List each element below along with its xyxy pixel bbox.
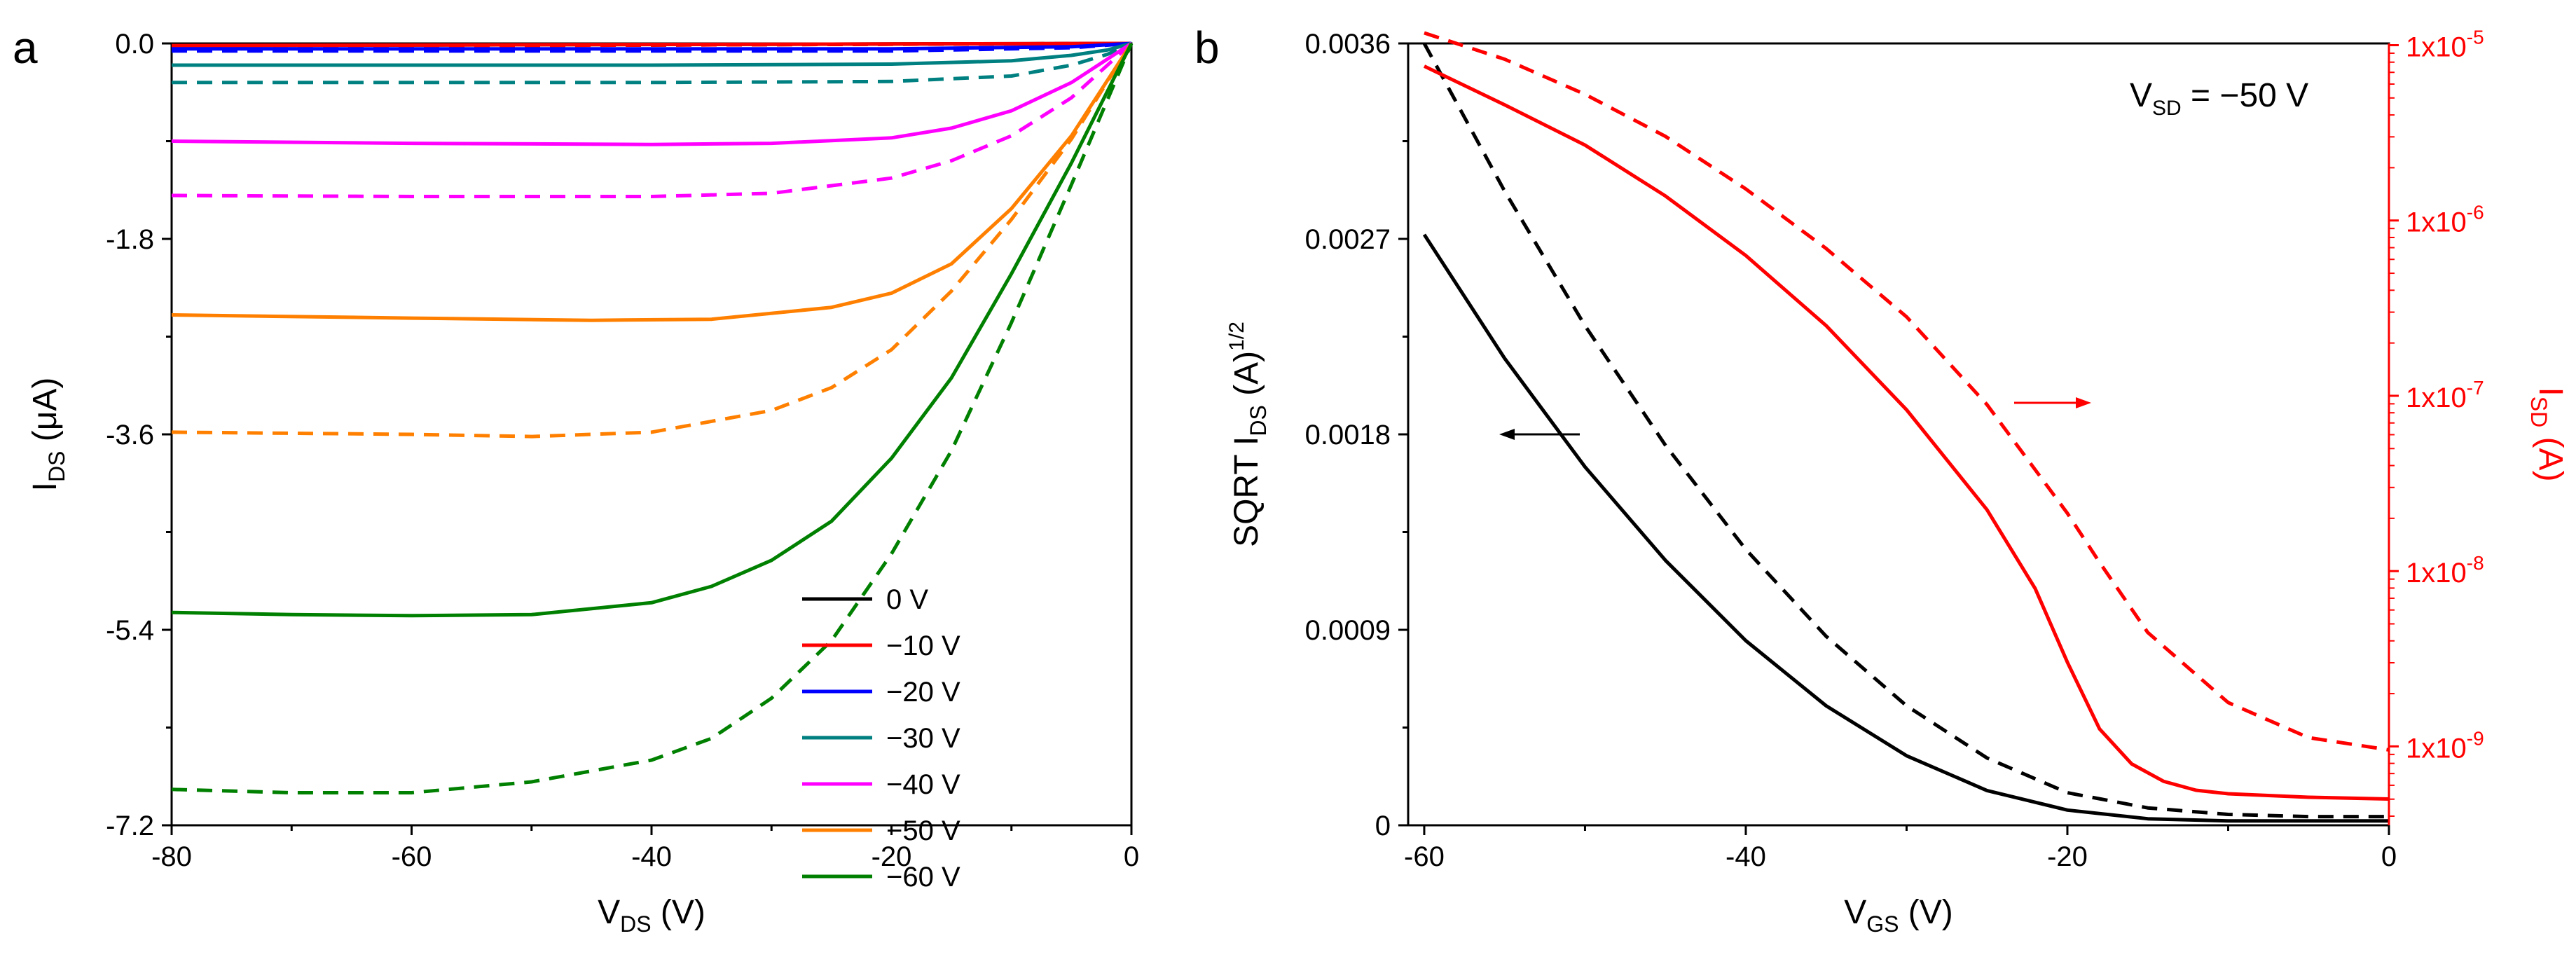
panel-b-ytick-right-label: 1x10-7 <box>2406 377 2484 413</box>
panel-a-legend-label: −10 V <box>886 631 960 661</box>
panel-b-ylabel-right: ISD (A) <box>2526 387 2569 481</box>
panel-b-ytick-right-exp: -9 <box>2467 727 2484 749</box>
panel-b-ytick-right-exp: -6 <box>2467 202 2484 223</box>
panel-a-ylabel-unit: (μA) <box>27 378 64 451</box>
panel-b-series-2 <box>1423 64 2390 801</box>
panel-a-legend-label: −40 V <box>886 769 960 800</box>
panel-a-series-13 <box>171 43 1134 794</box>
panel-b-ytick-left-label: 0.0018 <box>1305 420 1391 450</box>
panel-b-red-arrow-head <box>2076 397 2091 408</box>
panel-a-legend-label: −30 V <box>886 723 960 754</box>
panel-a-series-9 <box>171 42 1133 198</box>
panel-b-ytick-left-label: 0.0036 <box>1305 29 1391 60</box>
panel-b-ylabel-right-sub: SD <box>2526 397 2551 427</box>
panel-b-annotation-main: V <box>2130 77 2152 114</box>
panel-a-xtick-label: -60 <box>392 841 432 872</box>
panel-a-ylabel-main: I <box>27 482 64 491</box>
panel-b-ylabel-right-unit: (A) <box>2532 427 2569 481</box>
panel-a-ylabel: IDS (μA) <box>27 378 69 492</box>
panel-a-ytick-label: -7.2 <box>106 811 154 841</box>
panel-b-annotation-rest: = −50 V <box>2182 77 2308 114</box>
panel-b-ytick-right-exp: -5 <box>2467 27 2484 48</box>
panel-b-ytick-right-exp: -7 <box>2467 377 2484 399</box>
panel-b-ytick-right-label: 1x10-9 <box>2406 727 2484 764</box>
panel-a-xtick-label: -20 <box>872 841 912 872</box>
panel-b-ytick-right-label: 1x10-6 <box>2406 202 2484 238</box>
panel-b-xtick-label: -40 <box>1726 841 1766 872</box>
panel-b-ylabel-left: SQRT IDS (A)1/2 <box>1225 322 1271 547</box>
panel-b-ytick-right-label: 1x10-8 <box>2406 552 2484 588</box>
panel-b-black-arrow-head <box>1499 429 1515 440</box>
panel-b-series-0 <box>1422 233 2389 823</box>
panel-b-ytick-right-base: 1x10 <box>2406 32 2467 63</box>
panel-a-legend-label: −50 V <box>886 815 960 846</box>
panel-a-xlabel-unit: (V) <box>652 894 705 931</box>
panel-b-ytick-left-label: 0 <box>1375 811 1391 841</box>
panel-a-series-12 <box>171 42 1134 618</box>
panel-b-ytick-left-label: 0.0027 <box>1305 224 1391 255</box>
panel-b-xlabel-unit: (V) <box>1899 894 1952 931</box>
panel-b-ytick-right-base: 1x10 <box>2406 733 2467 764</box>
panel-a-xtick-label: -80 <box>151 841 192 872</box>
panel-a-ytick-label: 0.0 <box>115 29 154 60</box>
panel-a-ytick-label: -3.6 <box>106 420 154 450</box>
panel-b-xlabel-sub: GS <box>1866 911 1899 937</box>
panel-a-legend-label: −20 V <box>886 677 960 708</box>
panel-a-series-3 <box>171 41 1132 49</box>
panel-a-xlabel: VDS (V) <box>598 894 705 937</box>
panel-b-series-1 <box>1422 42 2389 819</box>
panel-a-series-11 <box>171 42 1134 439</box>
panel-b-annotation-sub: SD <box>2152 97 2182 120</box>
panel-a-ytick-label: -1.8 <box>106 224 154 255</box>
panel-a-ytick-label: -5.4 <box>106 615 154 646</box>
panel-b-ylabel-left-main: SQRT I <box>1228 436 1265 547</box>
panel-a-series-8 <box>171 41 1133 146</box>
panel-b-ylabel-right-main: I <box>2532 387 2569 396</box>
panel-a-series-7 <box>172 41 1133 85</box>
panel-a-xtick-label: 0 <box>1124 841 1139 872</box>
panel-b-ytick-left-label: 0.0009 <box>1305 615 1391 646</box>
panel-b-annotation: VSD = −50 V <box>2130 77 2308 120</box>
panel-a-xtick-label: -40 <box>631 841 672 872</box>
panel-b-xlabel: VGS (V) <box>1844 894 1953 937</box>
panel-b-ytick-right-base: 1x10 <box>2406 207 2467 238</box>
panel-b-xtick-label: -20 <box>2047 841 2088 872</box>
panel-a-legend-label: −60 V <box>886 862 960 893</box>
panel-b-xtick-label: 0 <box>2381 841 2397 872</box>
panel-b-xtick-label: -60 <box>1404 841 1445 872</box>
panel-a-series-5 <box>172 41 1132 53</box>
panel-b-ylabel-left-sup: 1/2 <box>1225 322 1248 351</box>
panel-a-frame <box>170 42 1133 827</box>
panel-a-legend-label: 0 V <box>886 584 928 615</box>
panel-b-ytick-right-label: 1x10-5 <box>2406 27 2484 63</box>
panel-b-series-3 <box>1424 31 2390 752</box>
panel-b-ytick-right-exp: -8 <box>2467 552 2484 574</box>
panel-b-ytick-right-base: 1x10 <box>2406 383 2467 413</box>
panel-a-letter: a <box>13 22 38 73</box>
panel-a-ylabel-sub: DS <box>44 451 69 482</box>
panel-a-xlabel-main: V <box>598 894 620 931</box>
panel-b-letter: b <box>1194 22 1220 73</box>
panel-b-ytick-right-base: 1x10 <box>2406 558 2467 588</box>
panel-b-xlabel-main: V <box>1844 894 1866 931</box>
panel-a-xlabel-sub: DS <box>620 911 651 937</box>
panel-a-series-10 <box>171 42 1134 322</box>
panel-b-ylabel-left-sub: DS <box>1246 405 1271 436</box>
panel-b-ylabel-left-unit: (A) <box>1228 351 1265 405</box>
panel-a-series-6 <box>172 41 1132 67</box>
